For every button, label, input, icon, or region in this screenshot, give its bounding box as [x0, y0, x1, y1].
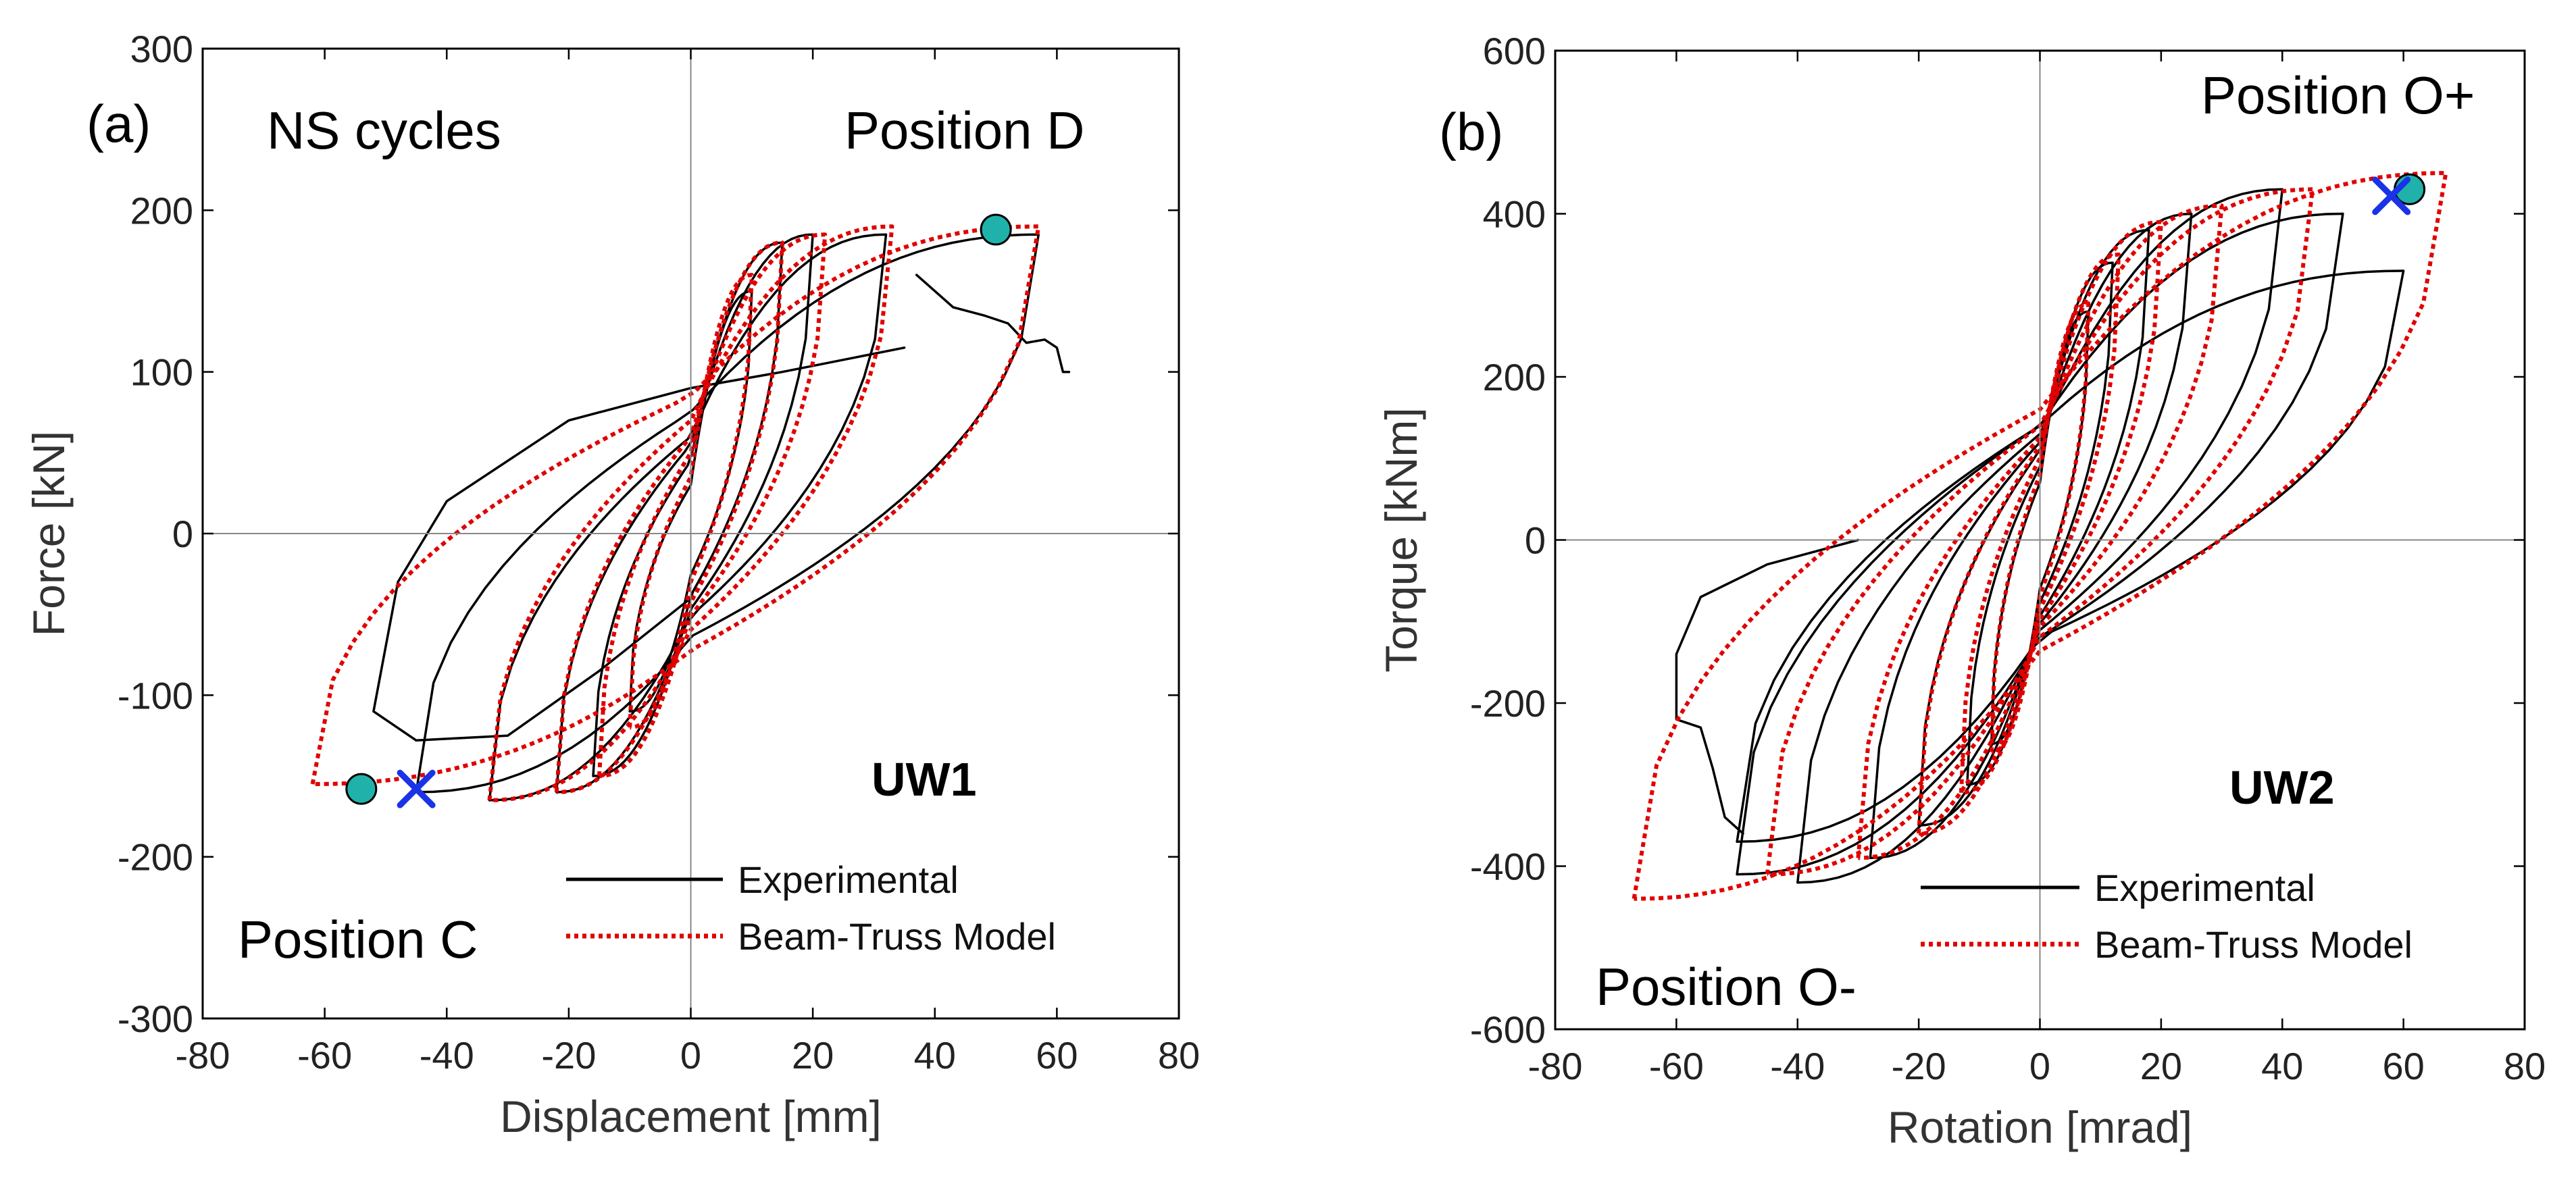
- x-tick-label: -20: [541, 1034, 596, 1077]
- panel-b-y-axis-label: Torque [kNm]: [1376, 407, 1426, 672]
- model-loop-5: [310, 224, 1041, 786]
- panel-b-label: (b): [1439, 102, 1503, 161]
- chart-panel-b: -80 -60 -40 -20 0 20 40 60 80-600-400-2000200400…: [1376, 30, 2546, 1152]
- annotation-position-c: Position C: [238, 910, 478, 969]
- panel-a-curves: [310, 224, 1071, 802]
- y-tick-label: -400: [1470, 846, 1546, 888]
- x-tick-label: -60: [297, 1034, 352, 1077]
- x-tick-label: -40: [420, 1034, 474, 1077]
- x-tick-label: 40: [914, 1034, 956, 1077]
- panel-a-y-axis-label: Force [kN]: [24, 431, 74, 636]
- annotation-position-o-minus: Position O-: [1596, 957, 1857, 1016]
- annotation-position-d: Position D: [844, 101, 1085, 160]
- marker-position-c: [345, 773, 378, 805]
- y-tick-label: -100: [118, 674, 193, 717]
- y-tick-label: 200: [130, 189, 193, 232]
- model-loop-1: [1989, 301, 2091, 754]
- panel-b-legend: Experimental Beam-Truss Model: [1921, 866, 2413, 966]
- experimental-loop-4: [1869, 212, 2193, 860]
- model-loop-4: [487, 224, 894, 802]
- x-tick-label: 0: [2029, 1045, 2050, 1087]
- y-tick-label: -600: [1470, 1008, 1546, 1051]
- x-tick-label: -80: [176, 1034, 230, 1077]
- y-tick-label: 0: [1525, 519, 1546, 562]
- y-tick-label: 400: [1483, 193, 1546, 236]
- x-tick-label: 20: [2140, 1045, 2182, 1087]
- legend-beam-truss-label: Beam-Truss Model: [2094, 923, 2413, 966]
- x-tick-label: -60: [1649, 1045, 1704, 1087]
- annotation-specimen-uw1: UW1: [872, 753, 977, 806]
- marker-position-d: [980, 213, 1012, 246]
- y-tick-label: 100: [130, 351, 193, 394]
- y-tick-label: -300: [118, 998, 193, 1040]
- x-tick-label: 60: [2382, 1045, 2424, 1087]
- legend-experimental-label: Experimental: [2094, 866, 2315, 909]
- panel-b-markers: [2372, 173, 2426, 215]
- experimental-loop-4: [488, 233, 888, 802]
- y-tick-label: 0: [172, 513, 193, 555]
- experimental-loop-6: [1736, 212, 2344, 876]
- x-tick-label: 20: [792, 1034, 834, 1077]
- y-tick-label: 300: [130, 28, 193, 70]
- panel-a-legend: Experimental Beam-Truss Model: [566, 858, 1056, 958]
- annotation-ns-cycles: NS cycles: [267, 101, 501, 160]
- panel-b-curves: [1632, 171, 2448, 901]
- model-loop-3: [1917, 219, 2163, 836]
- panel-a-axes: -80 -60 -40 -20 0 20 40 60 80-300-200-1000100200…: [118, 28, 1200, 1077]
- model-loop-4: [1856, 203, 2224, 860]
- experimental-final-negative-branch: [372, 346, 906, 742]
- y-tick-label: -200: [118, 836, 193, 879]
- marker-cross-model-peak-c: [397, 769, 436, 808]
- model-loop-2: [1959, 252, 2121, 795]
- experimental-loop-2: [1966, 261, 2114, 786]
- x-tick-label: -80: [1528, 1045, 1583, 1087]
- experimental-loop-7: [1736, 269, 2405, 844]
- x-tick-label: -40: [1770, 1045, 1825, 1087]
- experimental-loop-2: [592, 241, 784, 777]
- panel-a-label: (a): [86, 94, 151, 153]
- panel-a-markers: [345, 213, 1012, 808]
- x-tick-label: 80: [1158, 1034, 1200, 1077]
- experimental-final-negative-branch: [1675, 538, 1860, 835]
- panel-a-x-axis-label: Displacement [mm]: [500, 1091, 882, 1141]
- marker-cross-model-peak-o-: [2372, 176, 2411, 215]
- panel-b-axes: -80 -60 -40 -20 0 20 40 60 80-600-400-2000200400…: [1470, 30, 2546, 1087]
- x-tick-label: 0: [680, 1034, 701, 1077]
- model-loop-3: [554, 232, 828, 794]
- annotation-position-o-plus: Position O+: [2201, 66, 2475, 125]
- x-tick-label: 60: [1036, 1034, 1078, 1077]
- experimental-softening-trail: [915, 274, 1071, 373]
- model-loop-2: [597, 240, 784, 778]
- x-tick-label: 80: [2504, 1045, 2546, 1087]
- annotation-specimen-uw2: UW2: [2229, 761, 2335, 814]
- legend-beam-truss-label: Beam-Truss Model: [738, 915, 1056, 958]
- x-tick-label: -20: [1892, 1045, 1946, 1087]
- y-tick-label: 200: [1483, 356, 1546, 398]
- model-loop-6: [1632, 171, 2448, 901]
- y-tick-label: 600: [1483, 30, 1546, 72]
- legend-experimental-label: Experimental: [738, 858, 959, 901]
- panel-b-x-axis-label: Rotation [mrad]: [1888, 1102, 2192, 1152]
- x-tick-label: 40: [2261, 1045, 2303, 1087]
- chart-panel-a: -80 -60 -40 -20 0 20 40 60 80-300-200-1000100200…: [24, 28, 1200, 1141]
- y-tick-label: -200: [1470, 682, 1546, 725]
- experimental-loop-3: [1917, 228, 2150, 827]
